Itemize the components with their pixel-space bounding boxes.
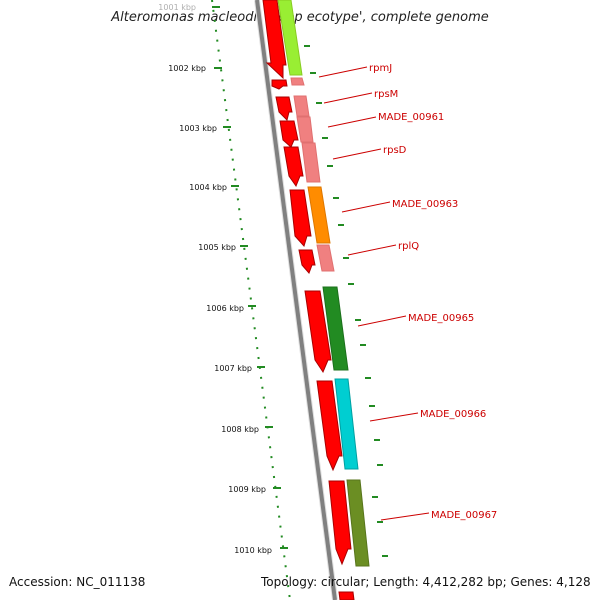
gene-label: MADE_00967 [431,510,497,521]
gene-label: rplQ [398,241,419,252]
gene-label: MADE_00965 [408,313,474,324]
cds-arrow [279,120,299,148]
map-title: Alteromonas macleodii 'Deep ecotype', co… [111,10,489,25]
gene-labels: rpmJ rpsM MADE_00961 rpsD MADE_00963 rpl… [318,63,497,521]
feature-ticks [304,45,388,557]
gene-bar [316,244,335,272]
gene-label: rpsM [374,89,398,100]
label-leader [369,412,419,422]
gene-label: MADE_00961 [378,112,444,123]
label-leader [318,66,368,78]
ruler-label: 1001 kbp [158,3,196,12]
ruler-label: 1010 kbp [234,546,272,555]
cds-arrow [271,79,288,90]
label-leader [332,148,382,160]
ruler: 1001 kbp 1002 kbp 1003 kbp 1004 kbp 1005… [158,3,288,555]
label-leader [357,315,407,327]
gene-bar [301,142,321,183]
ruler-label: 1009 kbp [228,485,266,494]
gene-bar [293,95,310,117]
gene-bar [334,378,359,470]
label-leader [327,116,377,128]
ruler-label: 1005 kbp [198,243,236,252]
label-leader [341,201,391,213]
ruler-label: 1006 kbp [206,304,244,313]
ruler-label: 1007 kbp [214,364,252,373]
gene-track [277,0,370,567]
gene-bar [346,479,370,567]
accession-text: Accession: NC_011138 [9,575,146,589]
gene-label: MADE_00963 [392,199,458,210]
cds-arrow [338,591,355,600]
cds-arrow [304,290,332,374]
ruler-label: 1008 kbp [221,425,259,434]
ruler-label: 1002 kbp [168,64,206,73]
cds-arrow [289,189,312,247]
gene-bar [296,116,314,143]
cds-arrow [283,146,304,188]
cds-arrow [262,0,287,80]
cds-arrow [275,96,293,121]
gene-bar [277,0,303,76]
cds-arrow [316,380,343,472]
backbone-line [255,0,337,600]
gene-label: rpmJ [369,63,392,74]
cds-arrow [298,249,316,274]
ruler-dots [211,0,291,600]
cds-arrow [328,480,352,566]
label-leader [380,512,430,521]
gene-bar [322,286,349,371]
cds-track [262,0,355,600]
ruler-label: 1003 kbp [179,124,217,133]
label-leader [323,92,373,104]
gene-label: rpsD [383,145,407,156]
gene-bar [307,186,331,244]
gene-bar [290,77,305,86]
ruler-label: 1004 kbp [189,183,227,192]
topology-text: Topology: circular; Length: 4,412,282 bp… [261,575,591,589]
gene-label: MADE_00966 [420,409,486,420]
label-leader [347,244,397,256]
